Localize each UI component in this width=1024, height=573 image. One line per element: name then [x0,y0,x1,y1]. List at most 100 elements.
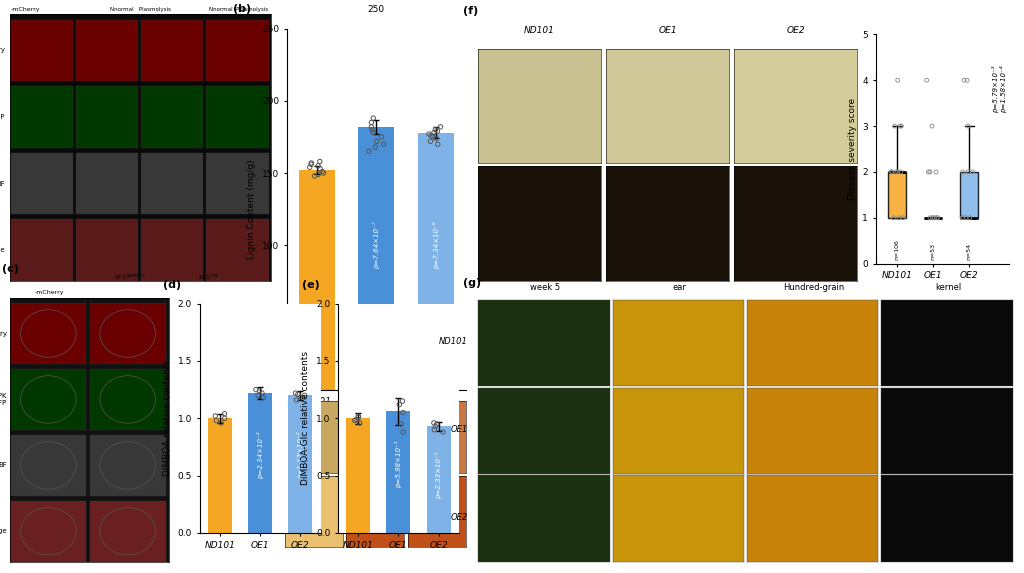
FancyBboxPatch shape [10,153,73,214]
Point [315,168,332,178]
Point [958,76,975,85]
Point [890,167,906,176]
Point [288,388,304,398]
Ellipse shape [20,310,76,358]
FancyBboxPatch shape [10,303,86,364]
Point [965,167,981,176]
Point [954,213,971,222]
Text: p=1.58×10⁻⁴: p=1.58×10⁻⁴ [999,66,1007,113]
Y-axis label: DIMBOA-Glc relative contents: DIMBOA-Glc relative contents [301,351,310,485]
Point [303,160,319,169]
Y-axis label: Disease severity score: Disease severity score [848,98,856,200]
Point [425,132,441,142]
FancyBboxPatch shape [10,435,86,496]
Text: week 5: week 5 [530,283,560,292]
Bar [427,426,451,533]
Point [255,393,271,402]
Bar [418,132,454,390]
Point [213,418,229,427]
Point [216,414,232,423]
FancyBboxPatch shape [10,369,86,430]
Text: p=2.34×10⁻²: p=2.34×10⁻² [257,431,263,478]
Point [890,76,906,85]
Text: Merge: Merge [0,528,7,534]
Text: ear: ear [673,283,687,292]
FancyBboxPatch shape [90,501,166,562]
Ellipse shape [100,442,156,489]
Text: (f): (f) [463,6,478,16]
Point [250,391,266,400]
PathPatch shape [961,172,978,218]
Point [429,419,445,429]
Ellipse shape [20,508,76,555]
Text: mCherry: mCherry [0,331,7,336]
Point [922,167,938,176]
Text: ND101: ND101 [439,337,468,347]
Point [394,408,411,417]
FancyBboxPatch shape [141,153,204,214]
Text: SF1$^{TY4}$: SF1$^{TY4}$ [198,273,219,282]
Point [887,121,903,131]
Bar [299,170,335,390]
Point [893,167,909,176]
FancyBboxPatch shape [10,219,73,281]
Point [297,391,313,400]
Point [961,167,977,176]
Text: OE1: OE1 [451,425,468,434]
Point [251,386,267,395]
Text: BF: BF [0,180,5,187]
Bar [346,418,370,533]
Point [360,147,377,156]
Text: (b): (b) [233,4,251,14]
Point [364,118,380,127]
Text: (c): (c) [2,264,19,274]
Text: n=106: n=106 [895,239,900,260]
Bar [386,411,411,533]
Point [312,164,329,173]
Text: OE1: OE1 [658,26,677,35]
Text: ND101: ND101 [524,26,555,35]
Text: BF: BF [0,462,7,468]
Text: (d): (d) [164,280,181,290]
FancyBboxPatch shape [141,19,204,81]
Point [310,170,327,179]
Text: Nnormal   Plasmolysis: Nnormal Plasmolysis [111,7,171,11]
Point [303,158,319,167]
Point [954,167,971,176]
Point [348,415,365,424]
Text: 250: 250 [368,5,385,14]
Point [364,122,380,131]
Point [351,418,368,427]
Point [888,167,904,176]
Point [395,427,412,437]
FancyBboxPatch shape [90,303,166,364]
Point [925,213,941,222]
Ellipse shape [100,376,156,423]
FancyBboxPatch shape [76,87,138,147]
Point [311,157,328,166]
Text: p=2.33×10⁻¹: p=2.33×10⁻¹ [435,452,442,499]
Point [350,411,367,421]
Text: kernel: kernel [936,283,962,292]
FancyBboxPatch shape [206,19,268,81]
Point [366,113,382,123]
Point [374,132,390,142]
Bar [289,395,312,533]
Point [430,140,446,149]
Point [928,167,944,176]
Point [895,213,911,222]
Point [429,127,445,136]
Point [891,213,907,222]
Text: -mCherry: -mCherry [10,7,40,11]
Bar [358,127,394,390]
Point [432,122,449,131]
FancyBboxPatch shape [76,19,138,81]
FancyBboxPatch shape [76,153,138,214]
FancyBboxPatch shape [141,87,204,147]
Text: OE2: OE2 [451,513,468,522]
Text: mCherry: mCherry [0,48,5,53]
Point [427,125,443,134]
Point [365,128,381,137]
Point [885,213,901,222]
Point [208,416,224,425]
